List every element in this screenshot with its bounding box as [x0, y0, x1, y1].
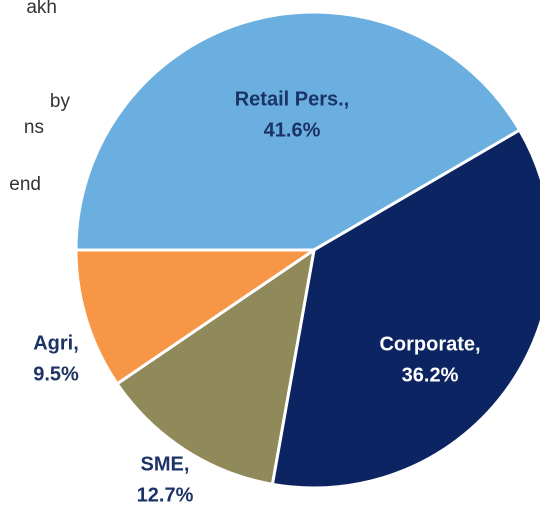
- slice-value: 41.6%: [264, 119, 321, 141]
- pie-slice: [74, 248, 319, 386]
- annotation: ns: [24, 117, 44, 138]
- pie-slice: [115, 246, 317, 487]
- slice-label: Agri,: [33, 332, 79, 354]
- pie-slice: [270, 128, 540, 490]
- slice-value: 9.5%: [33, 363, 79, 385]
- slice-label: Corporate,: [379, 333, 480, 355]
- slice-label: SME,: [141, 453, 190, 475]
- annotation: end: [9, 174, 41, 195]
- annotation: akh: [26, 0, 57, 18]
- slice-value: 12.7%: [137, 484, 194, 506]
- pie-slice: [74, 10, 522, 252]
- slice-label: Retail Pers.,: [235, 88, 350, 110]
- slice-value: 36.2%: [402, 364, 459, 386]
- annotation: by: [50, 91, 71, 112]
